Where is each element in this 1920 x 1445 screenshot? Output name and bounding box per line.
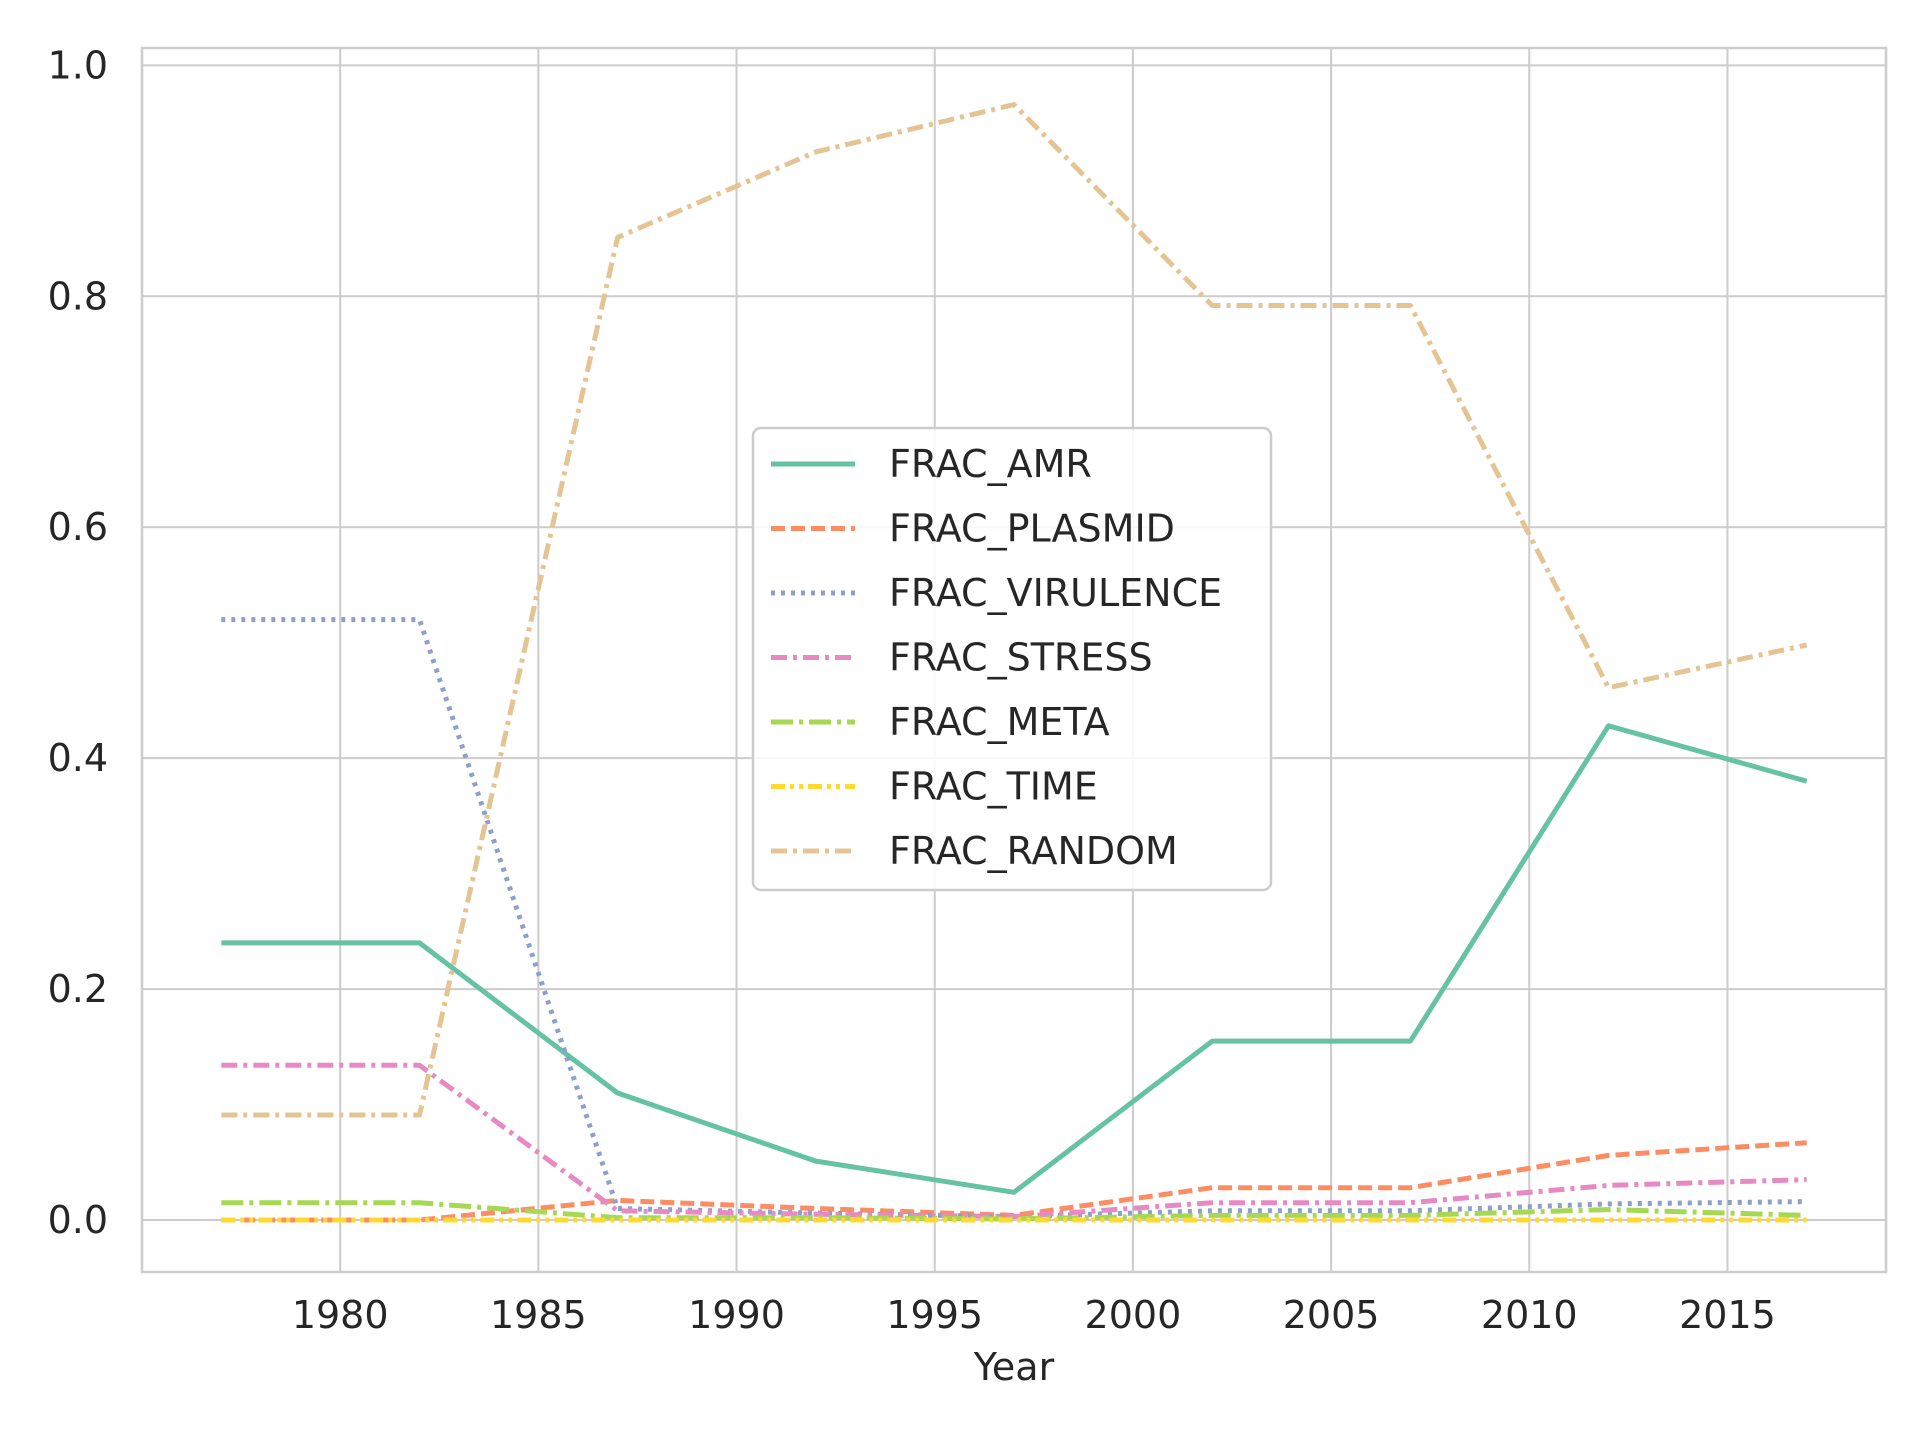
series-line xyxy=(221,1062,1807,1220)
y-tick-label: 0.0 xyxy=(48,1198,108,1242)
y-tick-label: 1.0 xyxy=(48,43,108,87)
x-tick-label: 1990 xyxy=(688,1293,785,1337)
x-tick-label: 2015 xyxy=(1679,1293,1776,1337)
legend-label: FRAC_AMR xyxy=(889,442,1092,486)
y-tick-labels: 0.0 0.2 0.4 0.6 0.8 1.0 xyxy=(48,43,108,1242)
y-tick-label: 0.6 xyxy=(48,505,108,549)
series-line xyxy=(221,1200,1807,1222)
legend-label: FRAC_VIRULENCE xyxy=(889,571,1222,615)
series-line xyxy=(221,723,1808,1195)
x-tick-label: 1985 xyxy=(490,1293,587,1337)
x-tick-label: 1995 xyxy=(886,1293,983,1337)
x-tick-label: 2005 xyxy=(1283,1293,1380,1337)
legend-box xyxy=(751,426,1273,892)
y-tick-label: 0.8 xyxy=(48,274,108,318)
series-lines xyxy=(221,102,1808,1223)
x-axis-label: Year xyxy=(973,1345,1055,1389)
legend-label: FRAC_META xyxy=(889,700,1110,744)
legend-label: FRAC_STRESS xyxy=(889,636,1153,680)
y-tick-label: 0.2 xyxy=(48,967,108,1011)
series-line xyxy=(221,102,1808,1118)
x-tick-label: 2010 xyxy=(1481,1293,1578,1337)
x-tick-label: 2000 xyxy=(1085,1293,1182,1337)
plot-frame xyxy=(140,46,1888,1274)
legend-label: FRAC_PLASMID xyxy=(889,507,1175,551)
x-tick-labels: 1980 1985 1990 1995 2000 2005 2010 2015 xyxy=(292,1293,1776,1337)
y-tick-label: 0.4 xyxy=(48,736,108,780)
legend-label: FRAC_RANDOM xyxy=(889,829,1178,873)
legend: FRAC_AMR FRAC_PLASMID FRAC_VIRULENCE FRAC_S… xyxy=(751,426,1273,892)
x-tick-label: 1980 xyxy=(292,1293,389,1337)
legend-label: FRAC_TIME xyxy=(889,765,1098,809)
